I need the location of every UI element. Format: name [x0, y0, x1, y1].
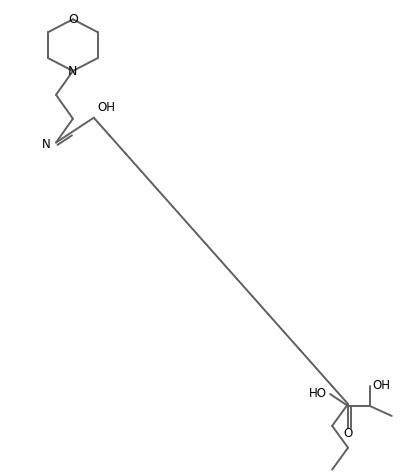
Text: OH: OH	[98, 101, 116, 114]
Text: OH: OH	[373, 379, 391, 392]
Text: N: N	[42, 138, 51, 151]
Text: HO: HO	[309, 387, 327, 400]
Text: N: N	[68, 66, 78, 78]
Text: O: O	[344, 427, 353, 440]
Text: O: O	[68, 13, 78, 26]
